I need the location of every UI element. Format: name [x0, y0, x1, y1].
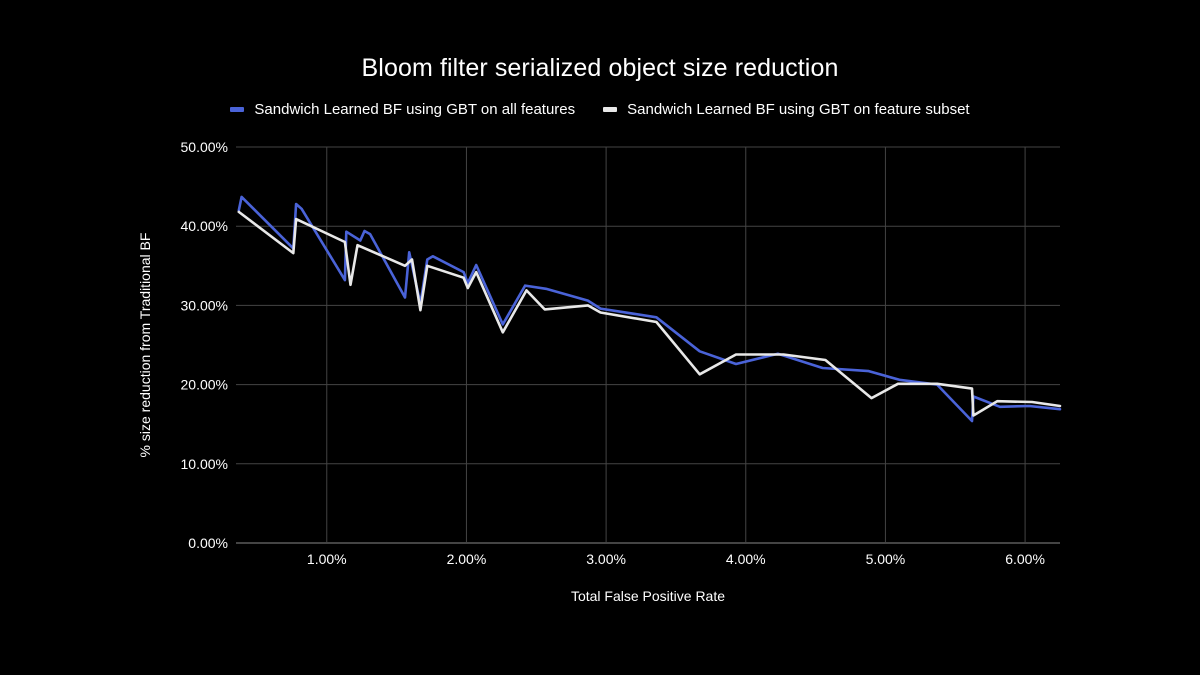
x-tick-label: 2.00%	[447, 551, 487, 567]
series-line-feature-subset	[237, 210, 1062, 417]
legend-label-all-features: Sandwich Learned BF using GBT on all fea…	[254, 101, 576, 118]
grid-layer	[236, 146, 1060, 544]
x-tick-label: 4.00%	[726, 551, 766, 567]
series-layer	[237, 195, 1062, 423]
x-tick-label: 5.00%	[866, 551, 906, 567]
tick-labels: 0.00% 10.00% 20.00% 30.00% 40.00% 50.00% 1.00%…	[181, 139, 1045, 567]
y-tick-label: 20.00%	[181, 377, 228, 393]
legend-item-feature-subset[interactable]: Sandwich Learned BF using GBT on feature…	[603, 101, 970, 118]
y-tick-label: 0.00%	[188, 535, 228, 551]
legend-swatch-all-features	[230, 107, 245, 112]
series-line-all-features	[237, 195, 1062, 423]
legend-item-all-features[interactable]: Sandwich Learned BF using GBT on all fea…	[230, 101, 575, 118]
chart-legend: Sandwich Learned BF using GBT on all fea…	[0, 101, 1200, 118]
legend-label-feature-subset: Sandwich Learned BF using GBT on feature…	[627, 101, 970, 118]
y-tick-label: 50.00%	[181, 139, 228, 155]
legend-swatch-feature-subset	[603, 107, 618, 112]
x-tick-label: 6.00%	[1005, 551, 1045, 567]
chart-title: Bloom filter serialized object size redu…	[361, 54, 839, 82]
y-tick-label: 30.00%	[181, 297, 228, 313]
y-tick-label: 40.00%	[181, 218, 228, 234]
x-tick-label: 3.00%	[586, 551, 626, 567]
x-axis-title: Total False Positive Rate	[571, 588, 725, 604]
y-tick-label: 10.00%	[181, 456, 228, 472]
y-axis-title: % size reduction from Traditional BF	[137, 233, 153, 458]
x-tick-label: 1.00%	[307, 551, 347, 567]
